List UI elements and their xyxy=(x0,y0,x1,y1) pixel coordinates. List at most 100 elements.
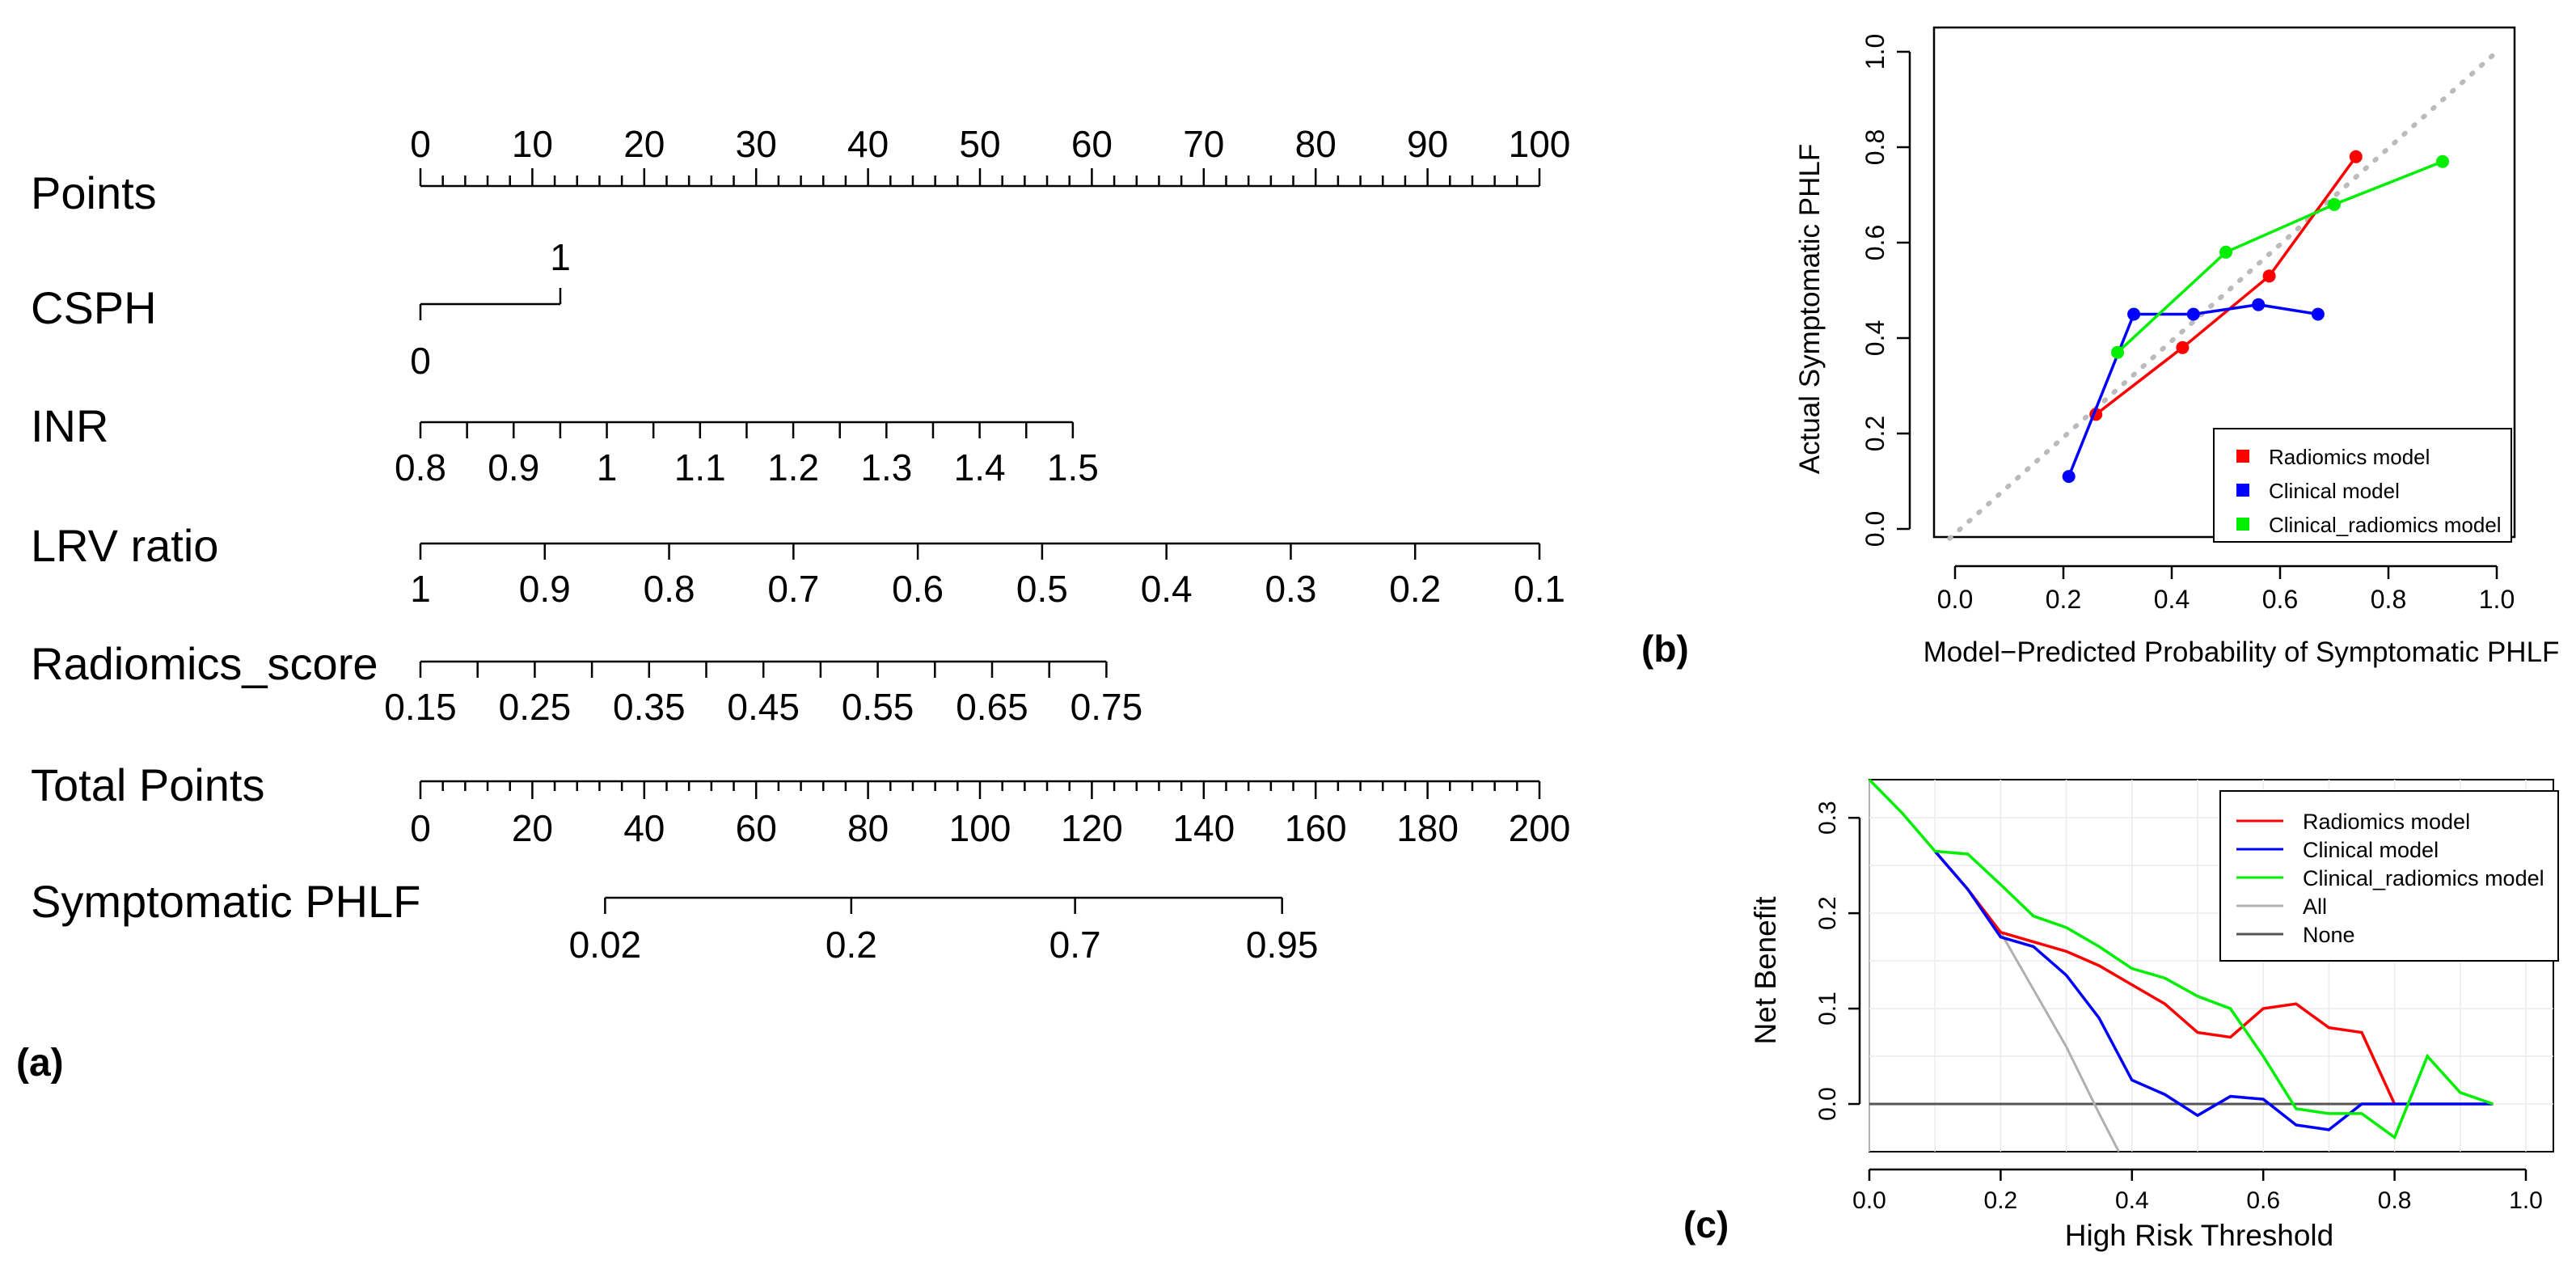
nomogram-row-label-total-points: Total Points xyxy=(31,759,265,810)
lrv-ratio-tick-label: 0.8 xyxy=(644,568,695,610)
legend-swatch-clinical xyxy=(2236,484,2249,497)
calibration-point-clinical-radiomics-model xyxy=(2436,154,2449,168)
legend-label-radiomics: Radiomics model xyxy=(2269,445,2430,469)
calibration-point-radiomics-model xyxy=(2262,269,2276,283)
legend-swatch-clinical-radiomics xyxy=(2236,518,2249,531)
calibration-y-tick-label: 0.0 xyxy=(1860,511,1890,547)
radiomics-score-tick-label: 0.55 xyxy=(842,686,914,728)
dca-legend-label-all: All xyxy=(2303,894,2327,919)
total-points-tick-label: 80 xyxy=(847,807,889,849)
dca-legend-box xyxy=(2219,790,2559,962)
total-points-tick-label: 40 xyxy=(623,807,665,849)
phlf-tick-label: 0.95 xyxy=(1246,924,1319,966)
points-tick-label: 10 xyxy=(512,123,553,165)
calibration-panel-label: (b) xyxy=(1641,628,1689,670)
points-tick-label: 0 xyxy=(410,123,431,165)
inr-tick-label: 1.2 xyxy=(767,446,819,488)
dca-x-tick-label: 0.4 xyxy=(2115,1187,2149,1214)
nomogram-row-label-inr: INR xyxy=(31,400,108,451)
calibration-point-clinical-model xyxy=(2186,307,2200,321)
total-points-tick-label: 140 xyxy=(1172,807,1235,849)
dca-line-radiomics-model xyxy=(1933,850,2397,1105)
calibration-x-tick-label: 0.0 xyxy=(1937,585,1973,614)
calibration-x-tick-label: 0.2 xyxy=(2046,585,2081,614)
dca-x-tick-label: 0.6 xyxy=(2246,1187,2280,1214)
calibration-x-axis-label: Model−Predicted Probability of Symptomat… xyxy=(1924,636,2560,668)
calibration-x-tick-label: 1.0 xyxy=(2479,585,2515,614)
calibration-point-radiomics-model xyxy=(2349,150,2363,163)
lrv-ratio-tick-label: 0.3 xyxy=(1265,568,1316,610)
points-tick-label: 90 xyxy=(1407,123,1448,165)
calibration-y-tick-label: 0.2 xyxy=(1860,416,1890,451)
lrv-ratio-tick-label: 0.6 xyxy=(892,568,944,610)
nomogram-row-label-csph: CSPH xyxy=(31,282,157,333)
radiomics-score-tick-label: 0.25 xyxy=(499,686,572,728)
calibration-y-tick-label: 0.8 xyxy=(1860,129,1890,165)
dca-y-tick-label: 0.2 xyxy=(1814,896,1841,930)
dca-line-clinical-model xyxy=(1933,850,2494,1131)
lrv-ratio-tick-label: 0.5 xyxy=(1016,568,1068,610)
calibration-y-tick-label: 0.4 xyxy=(1860,320,1890,356)
dca-x-tick-label: 0.0 xyxy=(1852,1187,1886,1214)
lrv-ratio-tick-label: 0.2 xyxy=(1389,568,1441,610)
nomogram-row-label-radiomics-score: Radiomics_score xyxy=(31,638,378,689)
nomogram-panel-label: (a) xyxy=(16,1042,64,1085)
phlf-tick-label: 0.02 xyxy=(569,924,642,966)
total-points-tick-label: 120 xyxy=(1061,807,1123,849)
total-points-tick-label: 100 xyxy=(949,807,1011,849)
dca-x-tick-label: 1.0 xyxy=(2509,1187,2543,1214)
calibration-reference-line xyxy=(1947,49,2499,541)
lrv-ratio-tick-label: 0.7 xyxy=(767,568,819,610)
calibration-legend-box xyxy=(2213,428,2512,543)
calibration-point-clinical-radiomics-model xyxy=(2111,345,2124,359)
lrv-ratio-tick-label: 0.1 xyxy=(1514,568,1565,610)
inr-tick-label: 1 xyxy=(597,446,618,488)
points-tick-label: 30 xyxy=(736,123,777,165)
nomogram-row-label-points: Points xyxy=(31,167,157,218)
legend-label-clinical-radiomics: Clinical_radiomics model xyxy=(2269,513,2502,537)
dca-x-tick-label: 0.2 xyxy=(1984,1187,2018,1214)
calibration-line-radiomics-model xyxy=(2095,155,2358,416)
calibration-point-radiomics-model xyxy=(2176,340,2190,354)
calibration-y-tick-label: 1.0 xyxy=(1860,34,1890,70)
calibration-x-tick-label: 0.8 xyxy=(2371,585,2406,614)
inr-tick-label: 0.8 xyxy=(395,446,446,488)
total-points-tick-label: 160 xyxy=(1285,807,1347,849)
nomogram-row-label-symptomatic-phlf: Symptomatic PHLF xyxy=(31,876,420,927)
total-points-tick-label: 60 xyxy=(736,807,777,849)
calibration-legend: Radiomics model Clinical model Clinical_… xyxy=(2213,428,2512,543)
total-points-tick-label: 0 xyxy=(410,807,431,849)
points-tick-label: 20 xyxy=(623,123,665,165)
csph-bottom-label: 0 xyxy=(410,340,431,382)
dca-legend: Radiomics model Clinical model Clinical_… xyxy=(2219,790,2559,962)
inr-tick-label: 1.4 xyxy=(954,446,1006,488)
points-tick-label: 80 xyxy=(1295,123,1337,165)
radiomics-score-tick-label: 0.45 xyxy=(727,686,800,728)
total-points-tick-label: 200 xyxy=(1509,807,1571,849)
dca-y-axis-label: Net Benefit xyxy=(1749,896,1782,1045)
calibration-line-clinical-radiomics-model xyxy=(2116,160,2443,353)
nomogram-row-label-lrv-ratio: LRV ratio xyxy=(31,520,218,571)
dca-x-axis-label: High Risk Threshold xyxy=(2065,1219,2333,1252)
radiomics-score-tick-label: 0.65 xyxy=(956,686,1028,728)
dca-legend-label-clinical-radiomics: Clinical_radiomics model xyxy=(2303,866,2544,890)
lrv-ratio-tick-label: 0.9 xyxy=(519,568,571,610)
calibration-point-clinical-model xyxy=(2127,307,2141,321)
points-tick-label: 50 xyxy=(959,123,1000,165)
decision-curve-chart: (c) High Risk Threshold Net Benefit 0.0 0… xyxy=(1683,778,2559,1252)
phlf-tick-label: 0.2 xyxy=(826,924,877,966)
dca-y-tick-label: 0.1 xyxy=(1814,992,1841,1026)
points-tick-label: 40 xyxy=(847,123,889,165)
radiomics-score-tick-label: 0.15 xyxy=(384,686,457,728)
dca-legend-label-none: None xyxy=(2303,923,2355,947)
calibration-point-clinical-model xyxy=(2062,470,2076,484)
calibration-point-clinical-radiomics-model xyxy=(2219,245,2232,259)
calibration-point-clinical-radiomics-model xyxy=(2328,197,2341,211)
legend-swatch-radiomics xyxy=(2236,450,2249,463)
phlf-tick-label: 0.7 xyxy=(1049,924,1101,966)
calibration-y-axis-label: Actual Symptomatic PHLF xyxy=(1794,144,1826,474)
radiomics-score-tick-label: 0.35 xyxy=(613,686,686,728)
points-tick-label: 70 xyxy=(1183,123,1224,165)
